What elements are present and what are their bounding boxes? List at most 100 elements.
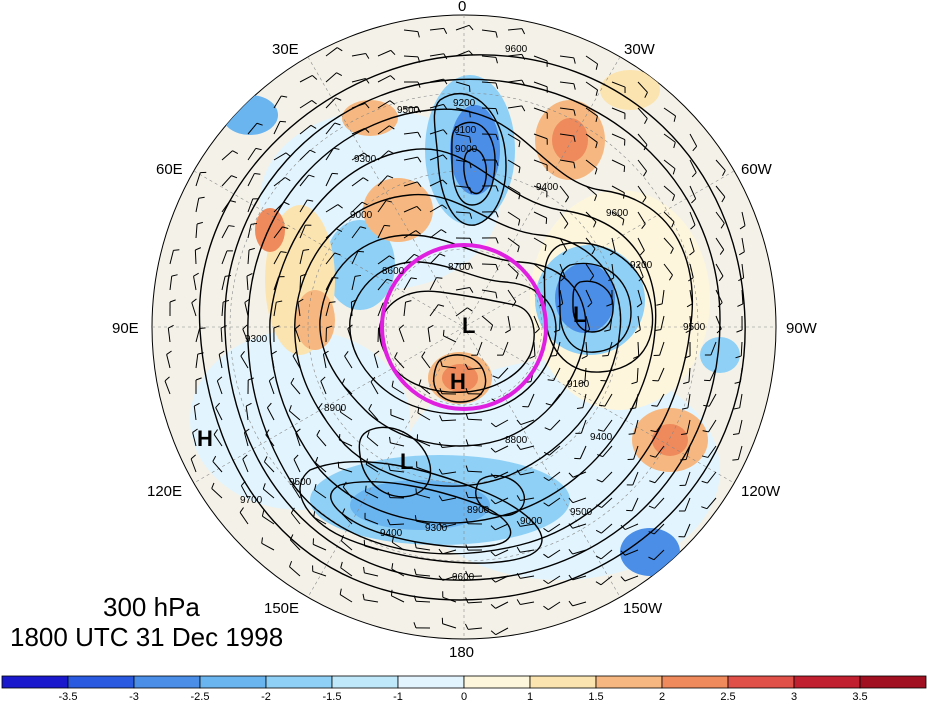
wind-barb-flag [683, 381, 690, 385]
wind-barb [611, 107, 626, 114]
wind-barb-flag [634, 329, 641, 334]
wind-barb [242, 328, 249, 343]
wind-barb-flag [342, 481, 347, 488]
wind-barb [169, 250, 174, 265]
wind-barb-flag [719, 249, 725, 255]
wind-barb-flag [671, 221, 675, 228]
wind-barb-flag [573, 83, 576, 90]
wind-barb-flag [691, 172, 697, 178]
wind-barb-flag [388, 150, 395, 155]
wind-barb-flag [643, 170, 648, 177]
wind-barb [299, 250, 304, 265]
wind-barb [688, 367, 691, 382]
wind-barb [216, 380, 223, 395]
wind-barb [273, 177, 286, 187]
wind-barb [351, 276, 356, 291]
wind-barb [715, 237, 725, 250]
wind-barb-flag [320, 376, 326, 382]
colorbar-box [331, 675, 399, 689]
wind-barb [299, 124, 312, 135]
wind-barb-flag [469, 162, 472, 169]
wind-barb-flag [718, 275, 724, 282]
wind-barb-flag [495, 185, 499, 192]
wind-barb-flag [573, 162, 576, 169]
wind-barb [221, 225, 230, 239]
wind-barb [325, 252, 336, 265]
contour-label: 9600 [505, 44, 528, 55]
wind-barb-flag [414, 515, 417, 522]
contour-label: 8700 [448, 262, 471, 273]
wind-barb-flag [197, 352, 204, 355]
wind-barb-flag [169, 299, 176, 303]
wind-barb [429, 78, 444, 83]
wind-barb-flag [623, 192, 625, 199]
wind-barb-flag [595, 555, 602, 560]
wind-barb [549, 419, 561, 431]
wind-barb-flag [521, 54, 526, 60]
height-contours [198, 54, 746, 601]
wind-barb [273, 226, 283, 239]
wind-barb [297, 302, 301, 317]
wind-barb [221, 276, 226, 291]
wind-barb-flag [261, 537, 263, 544]
wind-barb [416, 466, 431, 473]
wind-barb [685, 445, 691, 460]
wind-barb-flag [544, 427, 551, 431]
wind-barb [637, 81, 648, 93]
lon-label-60w: 60W [741, 161, 773, 178]
wind-barb [533, 237, 547, 246]
wind-barb [244, 302, 249, 317]
wind-barb [660, 315, 665, 330]
wind-barb [455, 211, 471, 214]
wind-barb [686, 419, 691, 434]
wind-barb-flag [290, 507, 295, 514]
wind-barb-flag [516, 419, 522, 425]
wind-barb-flag [690, 224, 696, 230]
wind-barb-flag [391, 563, 394, 570]
wind-barb [604, 393, 613, 407]
wind-barb-flag [267, 402, 272, 408]
wind-barb [351, 52, 366, 57]
wind-barb [572, 601, 587, 607]
wind-barb [533, 185, 548, 192]
wind-barb-flag [389, 255, 395, 260]
wind-barb-flag [443, 28, 448, 34]
neg-anomaly-pacific-east [620, 528, 680, 576]
wind-barb-flag [465, 439, 469, 446]
valid-time-caption: 1800 UTC 31 Dec 1998 [10, 622, 284, 652]
wind-barb-flag [534, 328, 540, 334]
wind-barb-flag [245, 402, 252, 407]
wind-barb-flag [464, 363, 469, 370]
wind-barb-flag [680, 458, 687, 461]
wind-barb [322, 354, 327, 369]
wind-barb [533, 133, 548, 140]
wind-barb [559, 55, 574, 59]
wind-barb [403, 205, 418, 213]
wind-barb [247, 148, 257, 161]
wind-barb [572, 549, 587, 555]
wind-barb [585, 133, 598, 143]
wind-barb [169, 276, 173, 291]
wind-barb-flag [492, 375, 499, 379]
wind-barb [636, 367, 639, 383]
wind-barb-flag [213, 429, 218, 435]
wind-barb [262, 515, 275, 525]
wind-barb-flag [644, 118, 648, 125]
colorbar-box [793, 675, 861, 689]
wind-barb-flag [606, 303, 613, 307]
wind-barb-flag [465, 518, 469, 524]
wind-barb-flag [364, 127, 370, 133]
wind-barb [663, 159, 676, 170]
wind-barb [715, 289, 723, 303]
wind-barb-flag [229, 200, 237, 203]
wind-barb [708, 393, 717, 407]
wind-barb [292, 355, 301, 369]
wind-barb-flag [262, 483, 266, 490]
wind-barb [377, 225, 385, 239]
contour-label: 9000 [455, 144, 478, 155]
lon-label-180: 180 [449, 644, 474, 661]
wind-barb [221, 250, 228, 265]
wind-barb-flag [362, 177, 369, 182]
wind-barb-flag [517, 219, 521, 226]
wind-barb-flag [261, 510, 265, 517]
